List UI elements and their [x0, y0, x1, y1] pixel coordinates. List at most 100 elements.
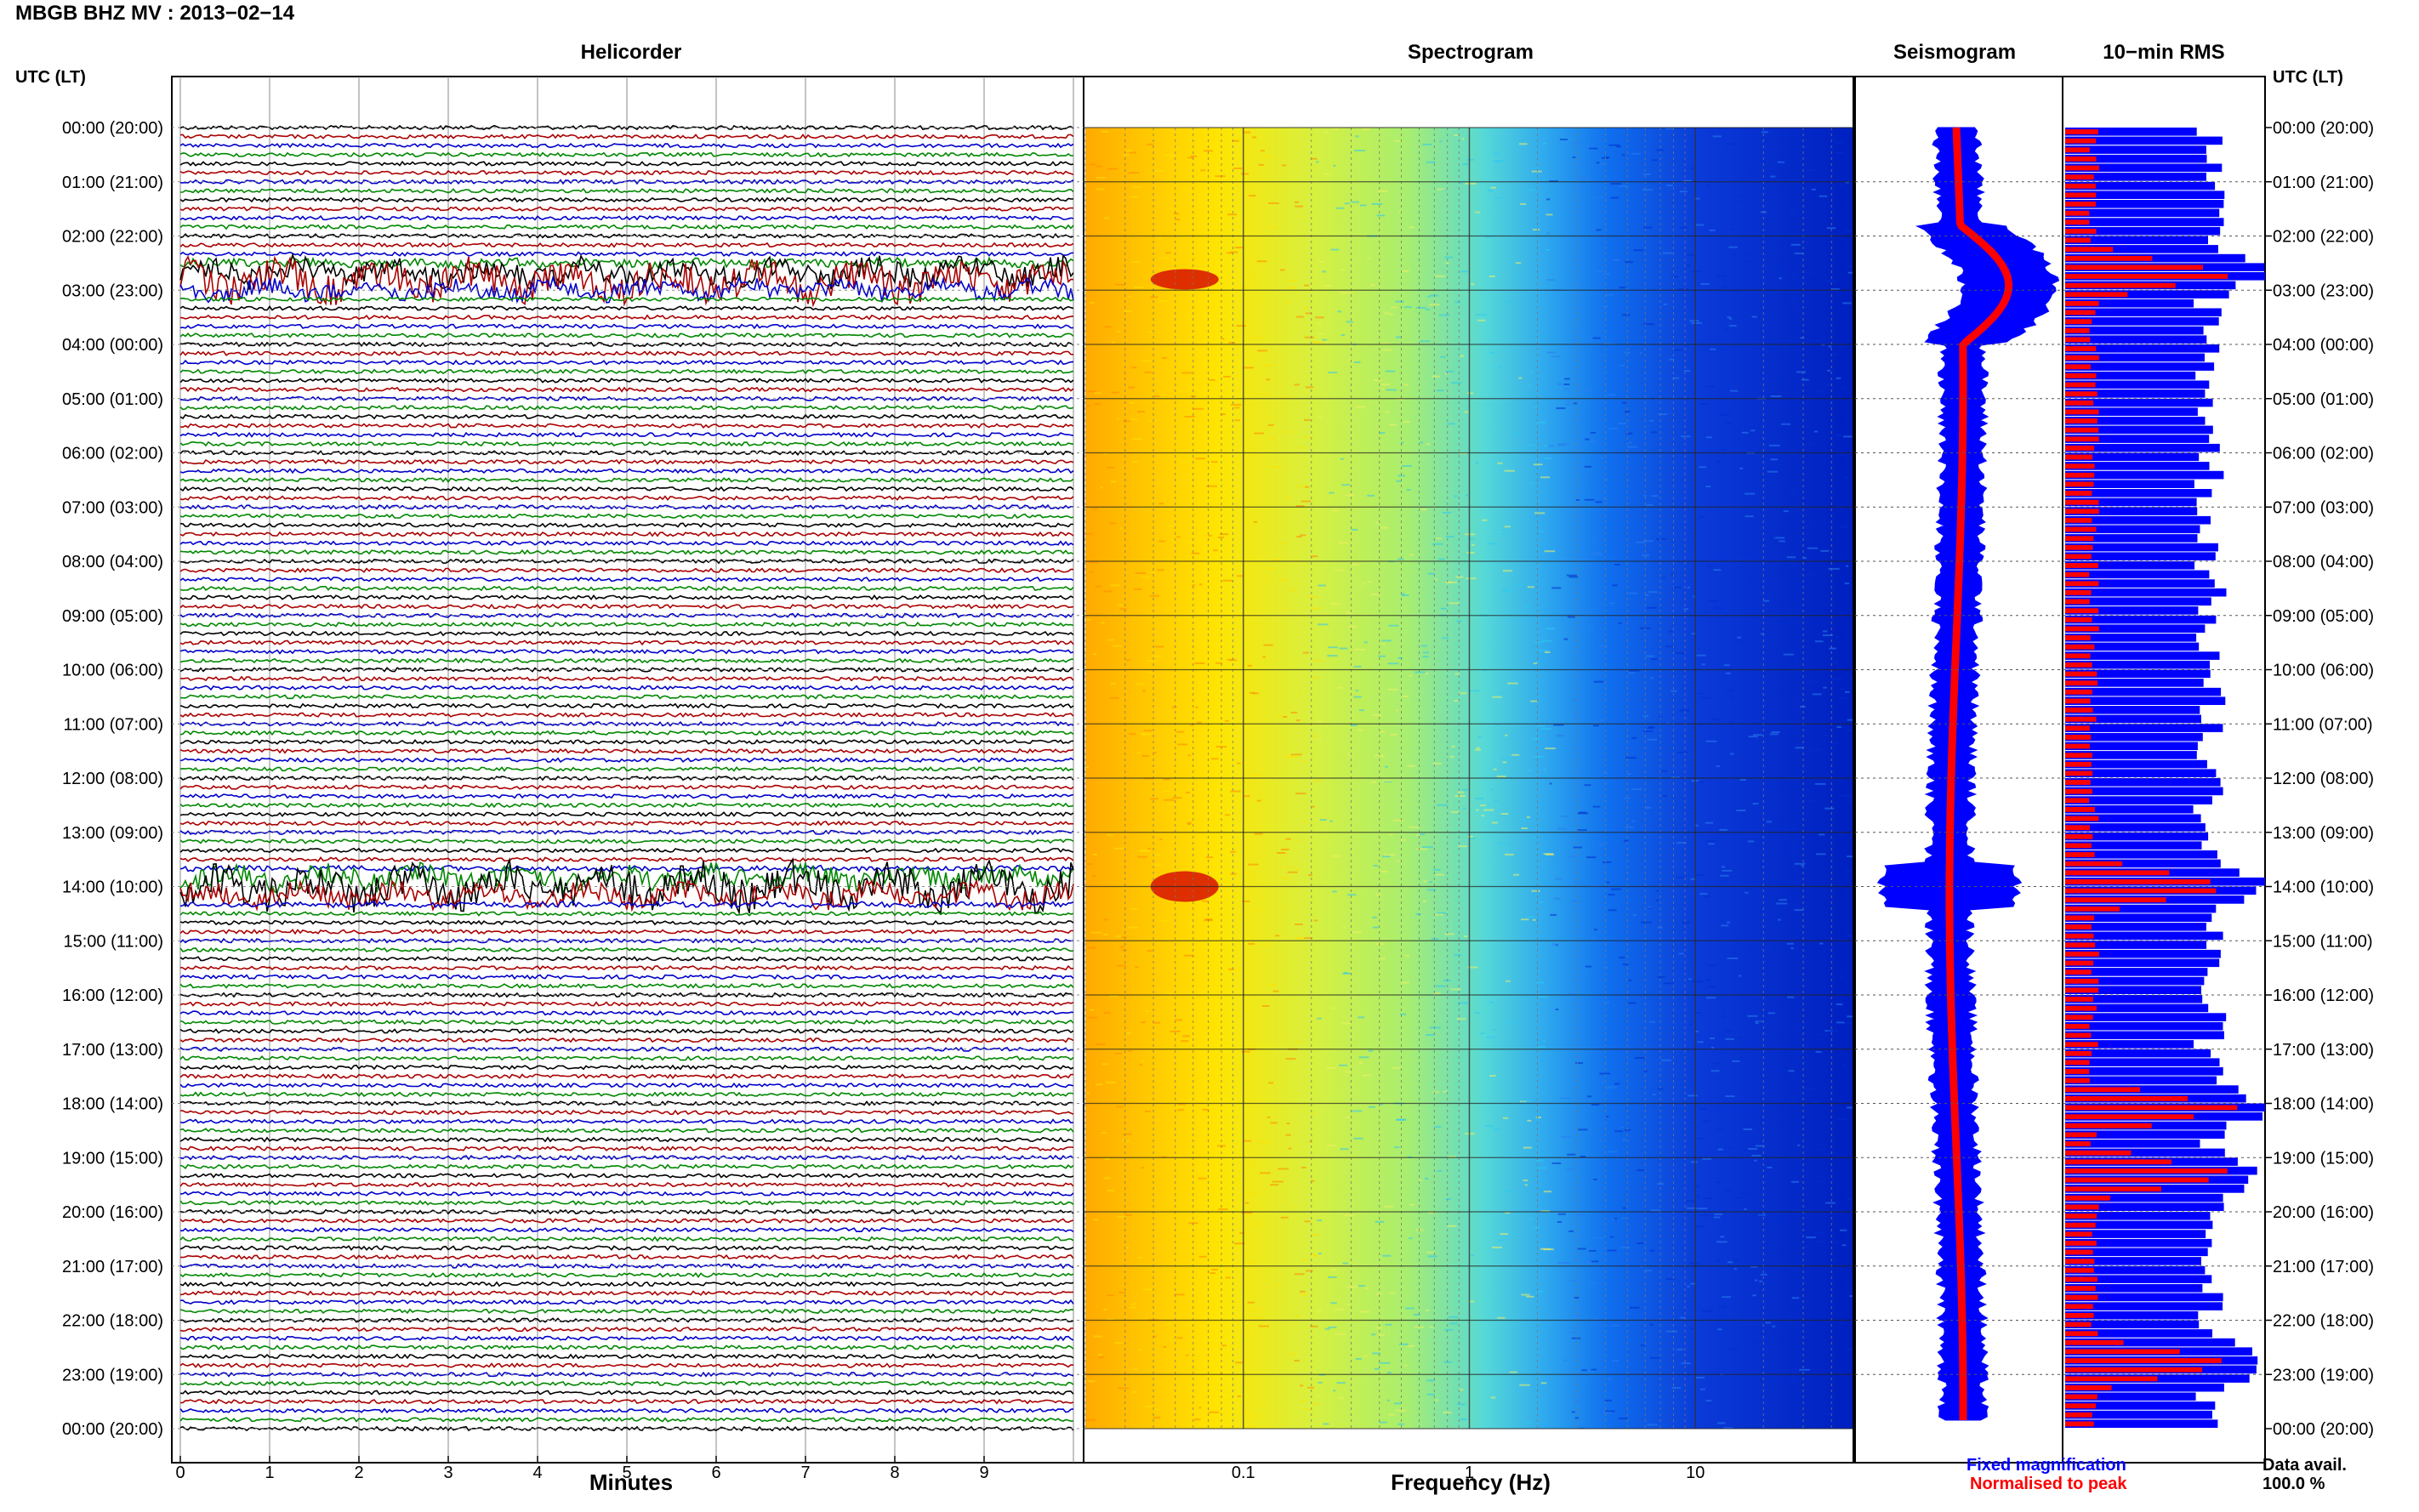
spectrogram-cell	[1423, 880, 1431, 883]
spectrogram-cell	[1767, 314, 1772, 316]
spectrogram-cell	[1668, 630, 1672, 633]
spectrogram-cell	[1623, 839, 1629, 842]
helicorder-trace	[179, 314, 1074, 321]
spectrogram-cell	[1109, 522, 1117, 525]
spectrogram-cell	[1446, 536, 1454, 538]
spectrogram-cell	[1429, 1026, 1441, 1029]
spectrogram-cell	[1334, 1308, 1344, 1310]
spectrogram-cell	[1751, 315, 1757, 318]
spectrogram-cell	[1318, 584, 1326, 587]
spectrogram-cell	[1681, 1362, 1691, 1365]
spectrogram-cell	[1256, 260, 1267, 263]
time-tick-label-left: 21:00 (17:00)	[62, 1258, 163, 1276]
rms-fixed-bar	[2065, 317, 2219, 326]
helicorder-trace	[179, 693, 1074, 700]
helicorder-traces	[179, 124, 1074, 1432]
spectrogram-cell	[1622, 154, 1625, 156]
spectrogram-cell	[1484, 1125, 1494, 1128]
spectrogram-cell	[1191, 958, 1200, 960]
rms-normalised-bar	[2065, 933, 2094, 939]
spectrogram-cell	[1220, 413, 1227, 416]
spectrogram-cell	[1505, 1190, 1514, 1192]
spectrogram-cell	[1458, 845, 1467, 848]
spectrogram-cell	[1460, 181, 1463, 184]
spectrogram-cell	[1374, 1367, 1380, 1370]
rms-fixed-bar	[2065, 1410, 2212, 1419]
helicorder-trace	[179, 513, 1074, 520]
helicorder-trace	[179, 1054, 1074, 1061]
spectrogram-cell	[1627, 1002, 1636, 1004]
rms-normalised-bar	[2065, 446, 2095, 451]
spectrogram-cell	[1705, 821, 1713, 824]
spectrogram-cell	[1540, 531, 1544, 532]
helicorder-trace	[179, 702, 1074, 709]
spectrogram-cell	[1310, 157, 1318, 160]
spectrogram-cell	[1153, 655, 1163, 657]
time-tick-label-right: 07:00 (03:00)	[2273, 498, 2374, 517]
spectrogram-cell	[1316, 1395, 1319, 1397]
spectrogram-cell	[1786, 449, 1793, 452]
spectrogram-cell	[1386, 389, 1397, 391]
spectrogram-cell	[1836, 1021, 1845, 1024]
spectrogram-cell	[1750, 581, 1756, 583]
spectrogram-cell	[1836, 726, 1841, 728]
spectrogram-cell	[1694, 1031, 1699, 1032]
data-avail-label: Data avail.	[2262, 1456, 2347, 1475]
spectrogram-cell	[1249, 1308, 1261, 1310]
spectrogram-cell	[1277, 852, 1286, 854]
spectrogram-cell	[1745, 260, 1751, 263]
spectrogram-cell	[1727, 1261, 1733, 1264]
rms-normalised-bar	[2065, 571, 2090, 577]
spectrogram-cell	[1125, 659, 1131, 662]
spectrogram-cell	[1705, 997, 1716, 999]
spectrogram-cell	[1716, 1373, 1724, 1375]
spectrogram-cell	[1847, 271, 1853, 274]
spectrogram-cell	[1780, 555, 1786, 558]
spectrogram-cell	[1705, 486, 1711, 488]
spectrogram-cell	[1281, 164, 1287, 167]
spectrogram-cell	[1776, 1221, 1784, 1224]
spectrogram-cell	[1094, 392, 1101, 395]
rms-normalised-bar	[2065, 1339, 2124, 1345]
rms-fixed-bar	[2065, 200, 2224, 208]
spectrogram-cell	[1435, 1399, 1439, 1401]
spectrogram-cell	[1317, 1219, 1323, 1222]
spectrogram-cell	[1592, 1236, 1604, 1239]
spectrogram-cell	[1521, 827, 1528, 829]
spectrogram-cell	[1613, 259, 1619, 262]
spectrogram-cell	[1629, 1306, 1640, 1309]
spectrogram-cell	[1488, 276, 1495, 277]
spectrogram-cell	[1481, 815, 1485, 817]
spectrogram-cell	[1407, 1344, 1415, 1347]
spectrogram-cell	[1404, 954, 1410, 957]
spectrogram-cell	[1628, 672, 1636, 674]
spectrogram-cell	[1266, 1116, 1271, 1118]
spectrogram-cell	[1469, 537, 1474, 540]
spectrogram-cell	[1323, 285, 1333, 287]
helicorder-trace	[179, 712, 1074, 719]
spectrogram-cell	[1725, 1037, 1734, 1040]
spectrogram-cell	[1130, 196, 1139, 198]
helicorder-trace	[179, 856, 1074, 916]
spectrogram-cell	[1147, 847, 1151, 850]
time-tick-label-right: 00:00 (20:00)	[2273, 119, 2374, 138]
spectrogram-cell	[1805, 1089, 1808, 1091]
rms-fixed-bar	[2065, 941, 2207, 949]
spectrogram-cell	[1437, 1170, 1443, 1172]
spectrogram-cell	[1121, 949, 1127, 952]
spectrogram-cell	[1174, 213, 1180, 215]
spectrogram-cell	[1543, 1191, 1552, 1193]
rms-normalised-bar	[2065, 1032, 2092, 1038]
rms-fixed-bar	[2065, 624, 2206, 633]
spectrogram-cell	[1095, 1083, 1102, 1086]
spectrogram-cell	[1500, 757, 1512, 759]
rms-normalised-bar	[2065, 454, 2093, 460]
helicorder-trace	[179, 811, 1074, 817]
spectrogram-cell	[1183, 1210, 1193, 1213]
spectrogram-cell	[1482, 519, 1488, 521]
spectrogram-cell	[1192, 407, 1204, 410]
spectrogram-cell	[1085, 1418, 1096, 1421]
spectrogram-cell	[1158, 540, 1165, 543]
spectrogram-cell	[1540, 728, 1551, 730]
spectrogram-cell	[1426, 1393, 1435, 1395]
